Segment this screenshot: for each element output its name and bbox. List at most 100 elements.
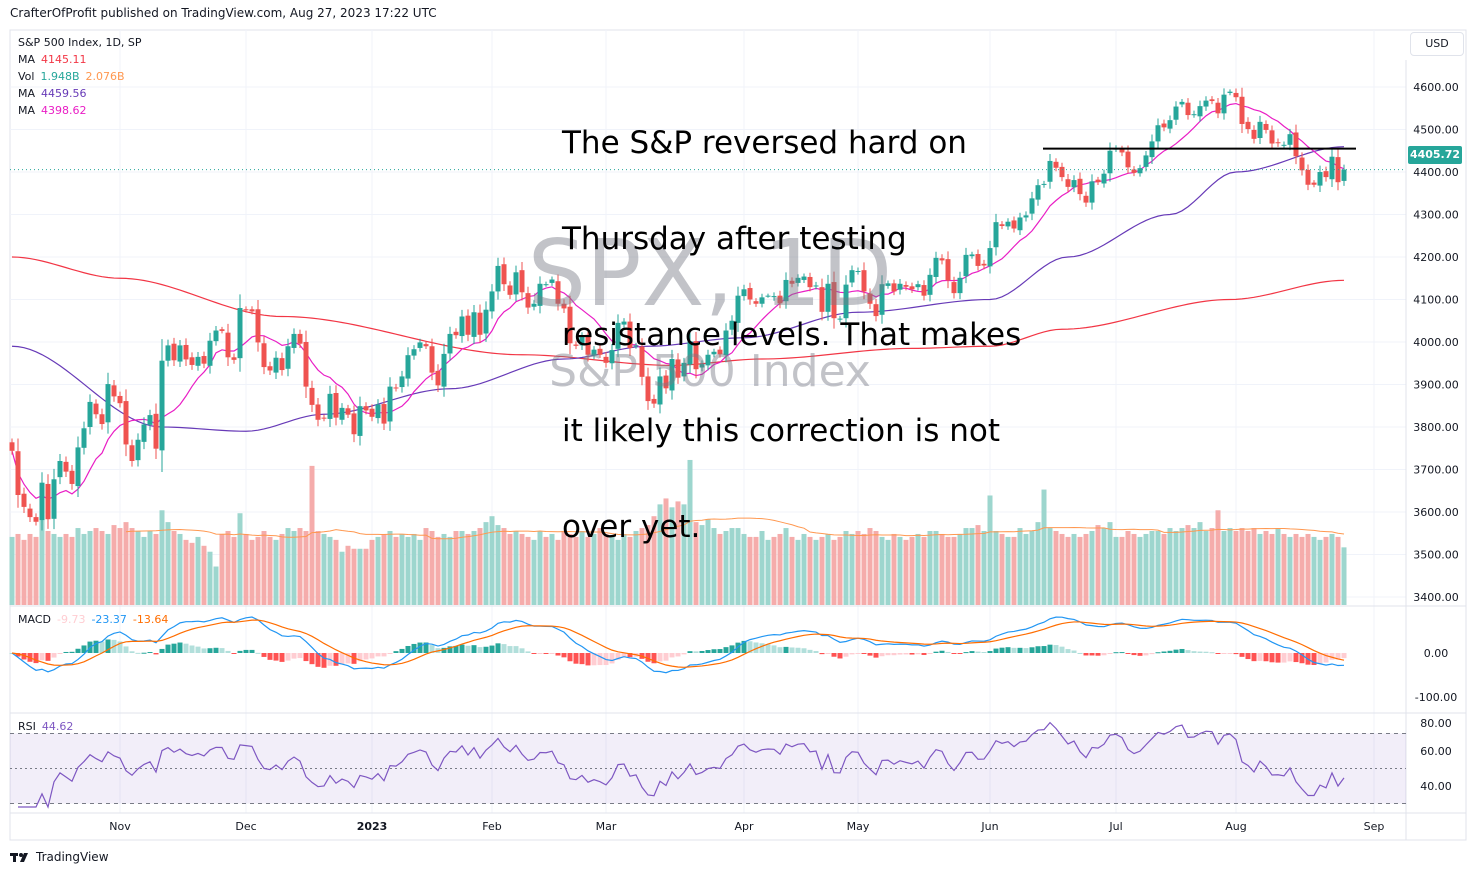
macd-histogram-bar xyxy=(951,653,957,654)
annotation-line: resistance levels. That makes xyxy=(562,317,1022,353)
volume-bar xyxy=(543,536,549,605)
macd-histogram-bar xyxy=(1287,653,1293,662)
volume-bar xyxy=(813,539,819,605)
candle-body xyxy=(309,387,315,405)
macd-histogram-bar xyxy=(897,653,903,655)
volume-bar xyxy=(843,531,849,605)
macd-histogram-bar xyxy=(81,645,87,653)
volume-bar xyxy=(1275,528,1281,605)
macd-histogram-bar xyxy=(555,653,561,656)
candle-body xyxy=(801,276,807,280)
currency-button[interactable]: USD xyxy=(1410,32,1464,56)
macd-histogram-bar xyxy=(879,653,885,657)
volume-bar xyxy=(831,539,837,605)
candle-body xyxy=(1041,183,1047,185)
volume-bar xyxy=(363,548,369,605)
volume-bar xyxy=(555,539,561,605)
macd-histogram-bar xyxy=(201,648,207,653)
macd-histogram-bar xyxy=(765,644,771,653)
volume-bar xyxy=(1293,533,1299,605)
volume-bar xyxy=(681,504,687,605)
macd-histogram-bar xyxy=(963,652,969,654)
volume-bar xyxy=(1341,547,1347,605)
macd-histogram-bar xyxy=(255,652,261,654)
candle-body xyxy=(1143,155,1149,167)
candle-body xyxy=(459,316,465,337)
candle-body xyxy=(831,282,837,319)
volume-bar xyxy=(855,531,861,605)
candle-body xyxy=(405,355,411,379)
annotation-text: The S&P reversed hard on Thursday after … xyxy=(562,63,1021,575)
macd-histogram-bar xyxy=(1161,651,1167,653)
candle-body xyxy=(771,296,777,298)
macd-histogram-bar xyxy=(687,651,693,653)
candle-body xyxy=(765,295,771,297)
candle-body xyxy=(993,222,999,248)
macd-histogram-bar xyxy=(579,653,585,665)
macd-histogram-bar xyxy=(783,646,789,653)
macd-histogram-bar xyxy=(663,653,669,661)
tradingview-footer[interactable]: TradingView xyxy=(10,850,109,864)
candle-body xyxy=(1125,151,1131,168)
macd-histogram-bar xyxy=(747,641,753,653)
macd-histogram-bar xyxy=(477,647,483,653)
candle-body xyxy=(813,285,819,287)
macd-histogram-bar xyxy=(207,648,213,653)
volume-bar xyxy=(747,536,753,605)
candle-body xyxy=(789,280,795,284)
volume-bar xyxy=(897,536,903,605)
volume-bar xyxy=(93,528,99,605)
volume-bar xyxy=(387,531,393,605)
macd-histogram-bar xyxy=(93,640,99,653)
rsi-panel xyxy=(10,721,1406,809)
macd-histogram-bar xyxy=(75,648,81,653)
volume-bar xyxy=(243,533,249,605)
candle-body xyxy=(1047,160,1053,182)
candle-body xyxy=(915,284,921,288)
volume-bar xyxy=(657,504,663,605)
candle-body xyxy=(585,334,591,355)
candle-body xyxy=(969,254,975,257)
macd-histogram-bar xyxy=(333,653,339,666)
candle-body xyxy=(573,344,579,346)
candle-body xyxy=(381,404,387,424)
volume-bar xyxy=(711,528,717,605)
candle-body xyxy=(873,304,879,317)
volume-bar xyxy=(1131,533,1137,605)
candle-body xyxy=(687,341,693,365)
volume-bar xyxy=(1011,536,1017,605)
macd-histogram-bar xyxy=(813,651,819,653)
volume-bar xyxy=(1287,536,1293,605)
candle-body xyxy=(597,348,603,355)
candle-body xyxy=(375,404,381,419)
candles xyxy=(9,87,1406,531)
volume-bar xyxy=(1305,533,1311,605)
volume-bar xyxy=(549,533,555,605)
volume-bar xyxy=(105,533,111,605)
symbol-title[interactable]: S&P 500 Index, 1D, SP xyxy=(18,36,142,49)
macd-histogram-bar xyxy=(987,651,993,653)
macd-histogram-bar xyxy=(903,653,909,655)
volume-bar xyxy=(213,566,219,605)
macd-histogram-bar xyxy=(543,653,549,654)
candle-body xyxy=(1179,101,1185,105)
candle-body xyxy=(945,259,951,281)
candle-body xyxy=(1035,185,1041,200)
candle-body xyxy=(243,309,249,311)
candle-body xyxy=(891,283,897,292)
macd-histogram-bar xyxy=(165,644,171,653)
volume-bar xyxy=(873,531,879,605)
candle-body xyxy=(219,329,225,331)
macd-histogram-bar xyxy=(915,653,921,655)
vol-label: Vol xyxy=(18,70,35,83)
volume-bar xyxy=(789,536,795,605)
macd-histogram-bar xyxy=(711,649,717,653)
volume-bar xyxy=(927,531,933,605)
volume-bar xyxy=(183,539,189,605)
macd-tick-label: -100.00 xyxy=(1415,691,1457,704)
candle-body xyxy=(195,356,201,366)
macd-histogram-bar xyxy=(513,646,519,653)
price-tick-label: 4400.00 xyxy=(1413,166,1459,179)
time-tick-label: Nov xyxy=(109,820,131,833)
